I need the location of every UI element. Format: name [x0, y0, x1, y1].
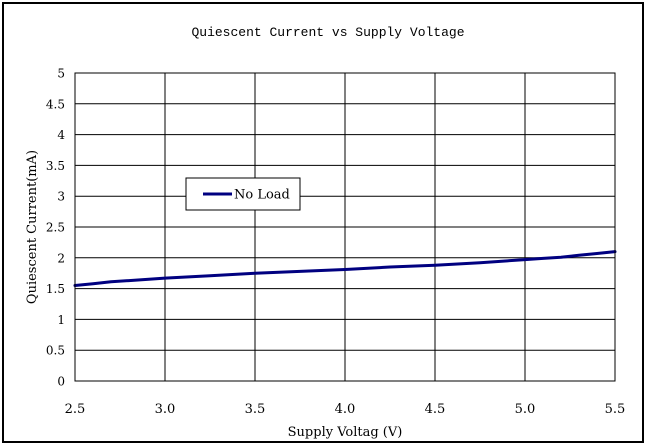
x-tick-label: 4.0 [335, 402, 356, 417]
y-tick-label: 2 [57, 251, 65, 265]
chart-frame [2, 2, 644, 443]
x-tick-labels: 2.5 3.0 3.5 4.0 4.5 5.0 5.5 [65, 402, 626, 417]
y-tick-label: 5 [57, 67, 65, 81]
y-tick-labels: 0 0.5 1 1.5 2 2.5 3 3.5 4 4.5 5 [46, 67, 65, 389]
plot-area-border [74, 72, 616, 382]
y-tick-label: 0 [57, 375, 65, 389]
grid [75, 73, 615, 381]
y-tick-label: 4 [57, 128, 65, 142]
y-tick-label: 1.5 [46, 282, 65, 296]
x-tick-label: 3.5 [245, 402, 266, 417]
x-tick-label: 2.5 [65, 402, 86, 417]
y-tick-label: 2.5 [46, 221, 65, 235]
y-tick-label: 3 [57, 190, 65, 204]
y-tick-label: 0.5 [46, 344, 65, 358]
y-tick-label: 3.5 [46, 159, 65, 173]
series-line-no-load [73, 250, 617, 287]
legend-label-no-load: No Load [234, 188, 290, 203]
legend: No Load [185, 177, 301, 211]
x-axis-label: Supply Voltag (V) [288, 425, 403, 440]
y-tick-label: 4.5 [46, 97, 65, 111]
series-layer [73, 250, 617, 287]
x-tick-label: 4.5 [425, 402, 446, 417]
chart-title: Quiescent Current vs Supply Voltage [191, 25, 464, 40]
x-tick-label: 5.0 [515, 402, 536, 417]
x-tick-label: 3.0 [155, 402, 176, 417]
x-tick-label: 5.5 [605, 402, 626, 417]
y-axis-label: Quiescent Current(mA) [25, 150, 40, 304]
y-tick-label: 1 [57, 313, 65, 327]
